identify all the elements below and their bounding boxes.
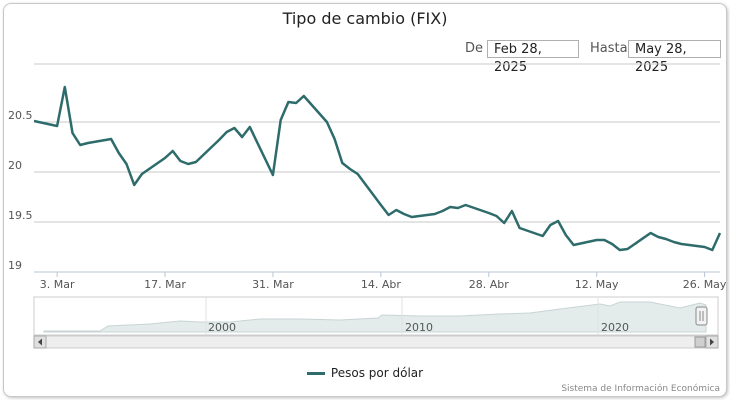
scrollbar-track[interactable] bbox=[33, 335, 719, 349]
x-tick-label: 3. Mar bbox=[40, 278, 75, 291]
y-tick-label: 20.5 bbox=[8, 109, 33, 122]
navigator-year-2020: 2020 bbox=[601, 321, 629, 334]
y-tick-label: 19.5 bbox=[8, 209, 33, 222]
grid-lines bbox=[34, 63, 720, 273]
legend-line-icon bbox=[306, 372, 325, 375]
x-tick-label: 28. Abr bbox=[469, 278, 509, 291]
series-line-pesos-por-dolar bbox=[33, 85, 722, 252]
to-label: Hasta bbox=[590, 41, 628, 56]
x-tick-label: 14. Abr bbox=[361, 278, 401, 291]
y-axis-ticks: 19 19.5 20 20.5 bbox=[8, 109, 33, 272]
scrollbar-thumb[interactable] bbox=[694, 336, 706, 348]
navigator-year-2000: 2000 bbox=[208, 321, 236, 334]
navigator-series-area bbox=[43, 301, 707, 333]
x-axis-ticks: 3. Mar 17. Mar 31. Mar 14. Abr 28. Abr 12. Ma… bbox=[40, 272, 727, 291]
x-tick-label: 12. May bbox=[575, 278, 619, 291]
navigator-handle[interactable] bbox=[695, 306, 708, 326]
chevron-left-icon bbox=[38, 338, 42, 346]
navigator-year-2010: 2010 bbox=[405, 321, 433, 334]
chart-title: Tipo de cambio (FIX) bbox=[282, 9, 448, 28]
chevron-right-icon bbox=[710, 338, 714, 346]
x-tick-label: 17. Mar bbox=[144, 278, 186, 291]
credits: Sistema de Información Económica bbox=[561, 384, 720, 394]
x-tick-label: 31. Mar bbox=[252, 278, 294, 291]
legend[interactable]: Pesos por dólar bbox=[0, 366, 730, 380]
y-tick-label: 19 bbox=[8, 259, 22, 272]
y-tick-label: 20 bbox=[8, 159, 22, 172]
legend-label: Pesos por dólar bbox=[330, 366, 424, 380]
from-label: De bbox=[465, 41, 484, 56]
x-tick-label: 26. May bbox=[683, 278, 727, 291]
